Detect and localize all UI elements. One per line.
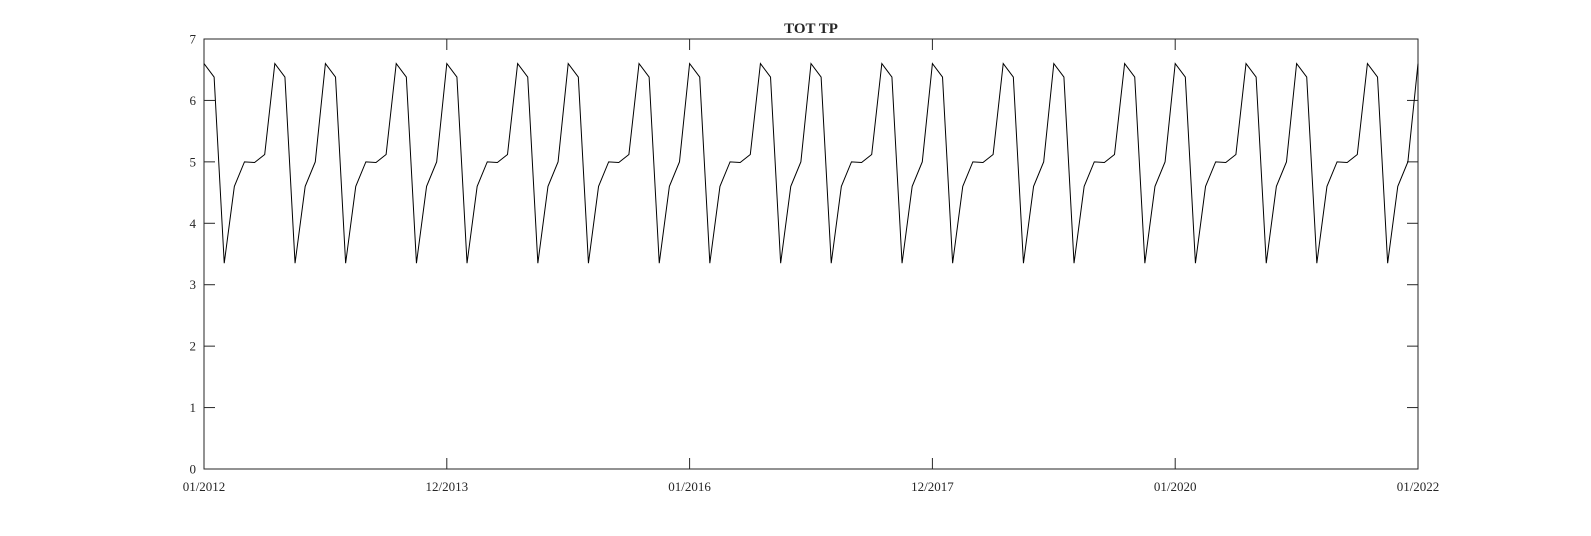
x-tick-label: 12/2017 [911, 479, 954, 494]
x-tick-label: 12/2013 [425, 479, 468, 494]
x-tick-label: 01/2022 [1397, 479, 1440, 494]
chart-title: TOT TP [784, 21, 838, 37]
x-tick-label: 01/2012 [183, 479, 226, 494]
x-tick-label: 01/2016 [668, 479, 711, 494]
y-tick-label: 2 [190, 339, 197, 354]
y-tick-label: 4 [190, 216, 197, 231]
series-line [203, 62, 1419, 264]
x-axis: 01/2012 12/2013 01/2016 12/2017 01/2020 01/20… [183, 39, 1440, 494]
y-tick-label: 7 [190, 32, 197, 47]
plot-area-frame [203, 38, 1419, 470]
x-tick-label: 01/2020 [1154, 479, 1197, 494]
y-axis: 0 1 2 3 4 5 6 7 [190, 32, 1418, 477]
y-tick-label: 3 [190, 277, 197, 292]
y-tick-label: 5 [190, 154, 197, 169]
y-tick-label: 0 [190, 462, 197, 477]
y-tick-label: 6 [190, 93, 197, 108]
y-tick-label: 1 [190, 400, 197, 415]
